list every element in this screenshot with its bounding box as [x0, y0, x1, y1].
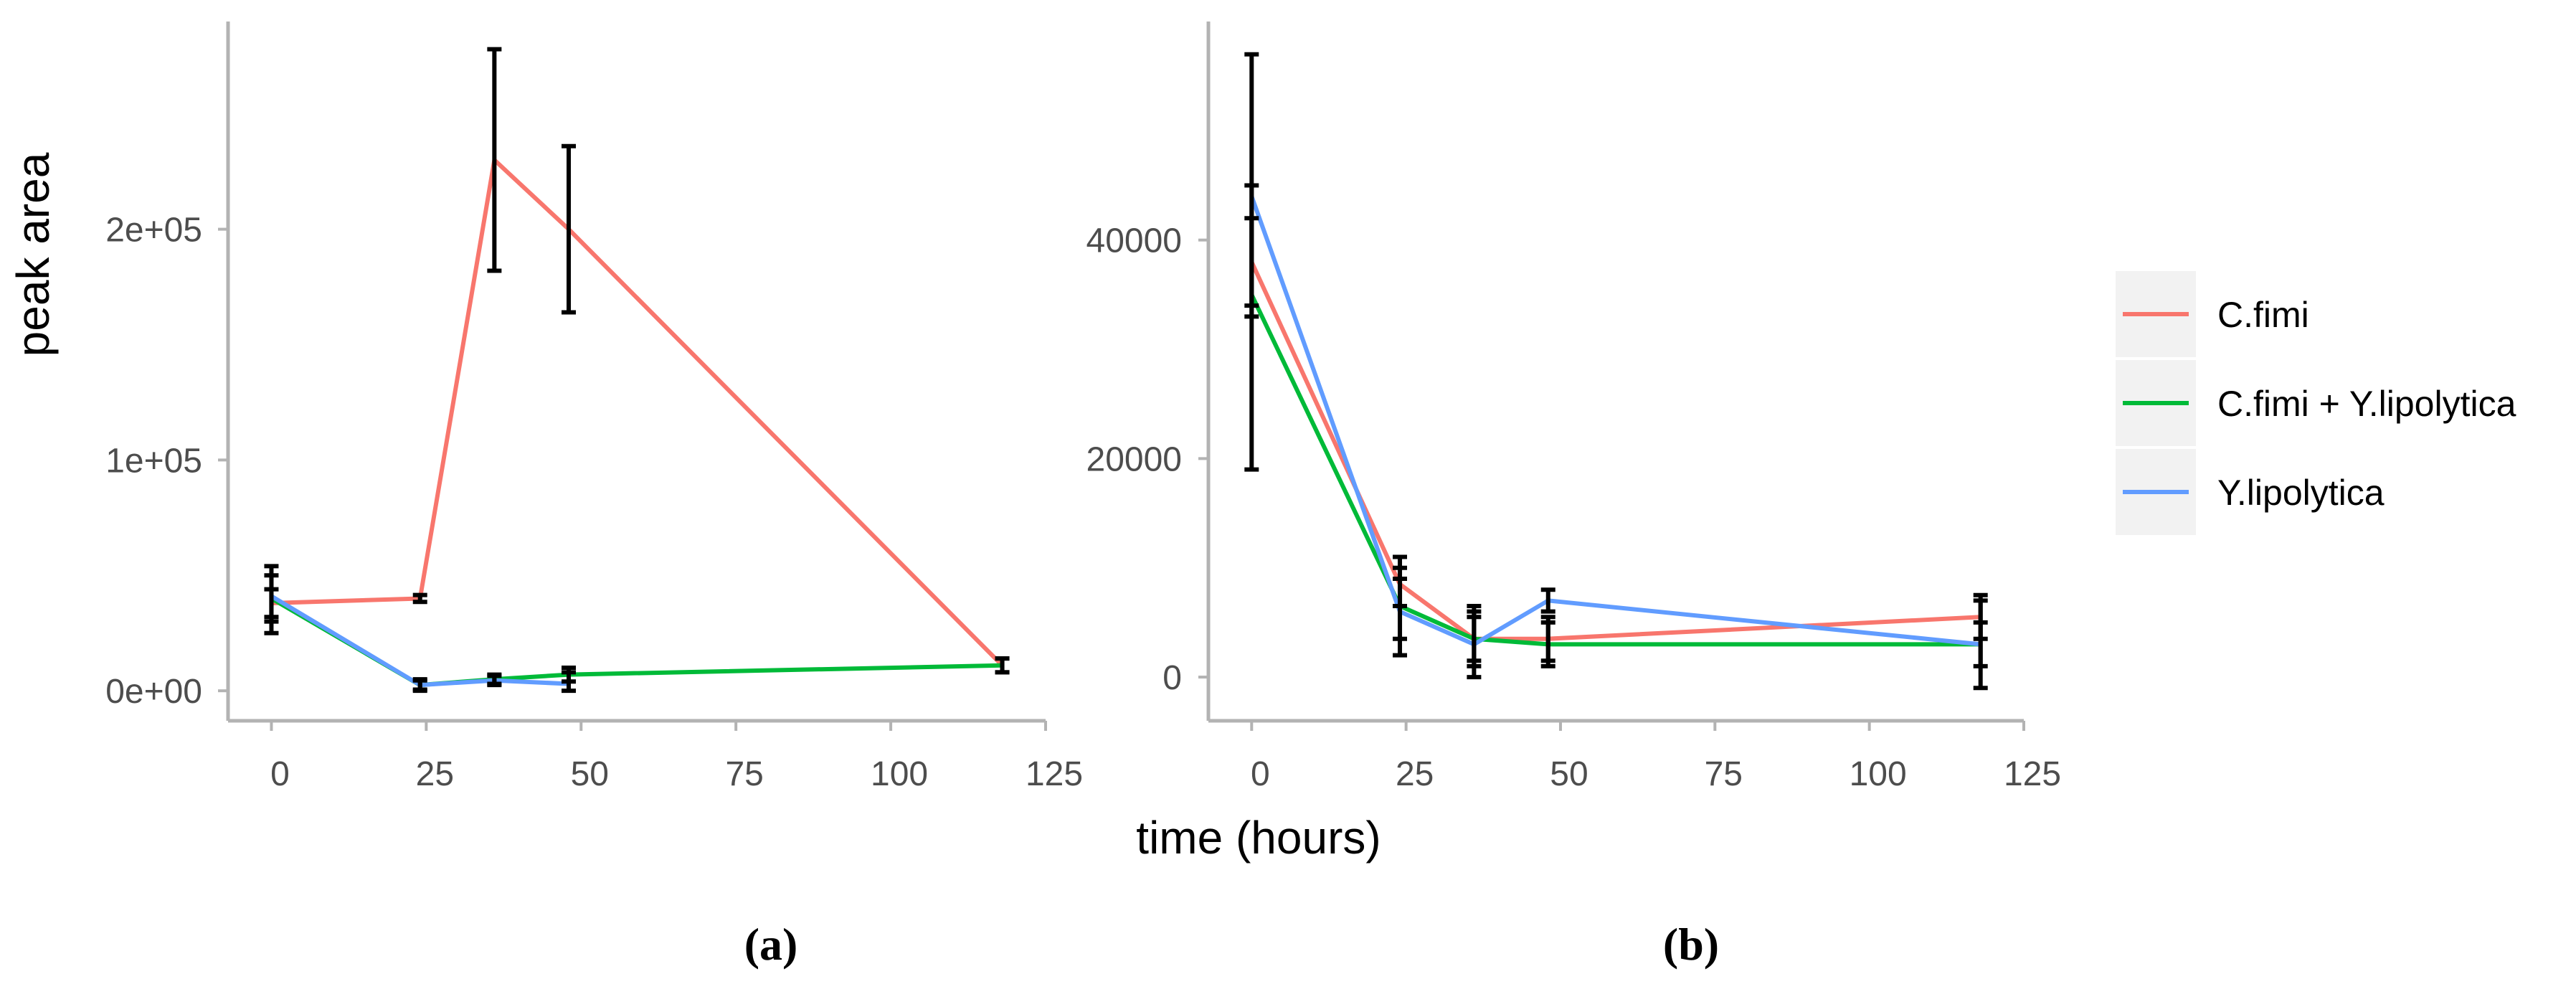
x-tick-label: 100 — [871, 755, 928, 793]
x-tick-label: 50 — [1550, 755, 1588, 793]
y-tick-label: 2e+05 — [105, 212, 202, 250]
x-tick-label: 25 — [416, 755, 454, 793]
y-tick-label: 0e+00 — [105, 673, 202, 711]
x-tick-label: 25 — [1396, 755, 1434, 793]
panel-b-plot: 0 20000 40000 0 25 50 75 100 125 — [1086, 22, 2061, 793]
legend-label: C.fimi — [2217, 295, 2309, 335]
x-tick-label: 0 — [270, 755, 290, 793]
x-tick-label: 125 — [1026, 755, 1083, 793]
panel-label-a: (a) — [744, 919, 798, 970]
x-tick-label: 75 — [725, 755, 763, 793]
x-tick-label: 0 — [1251, 755, 1270, 793]
y-tick-label: 40000 — [1086, 222, 1182, 260]
x-tick-label: 50 — [571, 755, 609, 793]
y-tick-label: 1e+05 — [105, 442, 202, 480]
y-tick-label: 20000 — [1086, 440, 1182, 478]
series-line-y-lipolytica — [1249, 195, 1981, 647]
series-line-c-fimi-y-lipolytica — [1249, 293, 1981, 647]
x-tick-label: 100 — [1850, 755, 1907, 793]
panel-label-b: (b) — [1663, 919, 1719, 970]
series-line-c-fimi — [271, 158, 1004, 667]
legend-label: C.fimi + Y.lipolytica — [2217, 384, 2516, 424]
panel-a-plot: 0e+00 1e+05 2e+05 0 25 50 75 100 125 — [105, 22, 1083, 793]
y-tick-label: 0 — [1162, 659, 1182, 697]
legend-label: Y.lipolytica — [2217, 473, 2385, 513]
x-axis-title: time (hours) — [1136, 812, 1381, 864]
x-tick-label: 75 — [1705, 755, 1743, 793]
legend: C.fimi C.fimi + Y.lipolytica Y.lipolytica — [2116, 271, 2516, 535]
y-axis-title: peak area — [7, 152, 59, 356]
series-line-c-fimi — [1249, 260, 1981, 641]
x-tick-label: 125 — [2004, 755, 2061, 793]
series-line-y-lipolytica — [270, 594, 569, 688]
series-line-c-fimi-y-lipolytica — [270, 596, 1003, 688]
